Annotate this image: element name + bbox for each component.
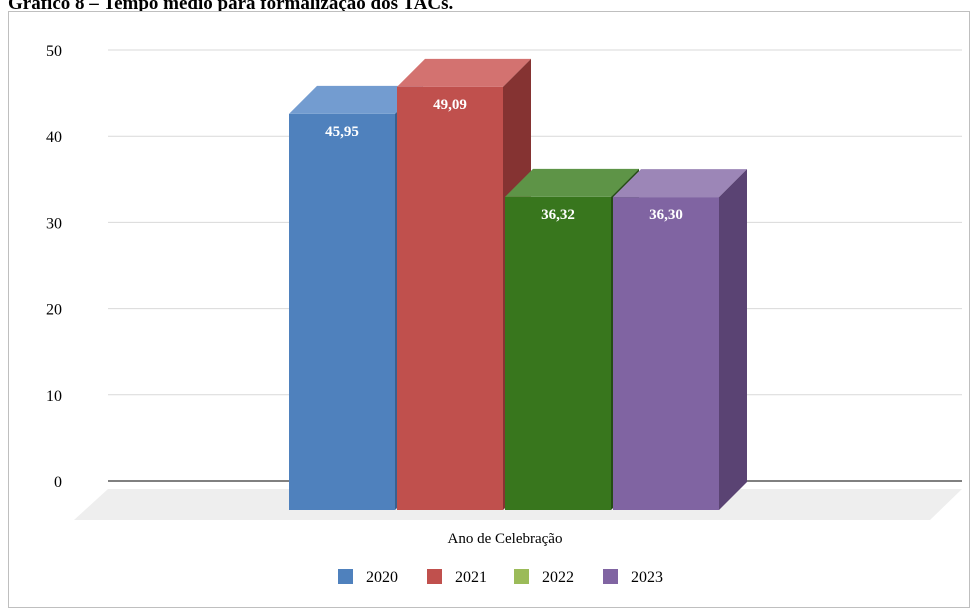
bar-2023 bbox=[613, 169, 747, 510]
bar-top-face bbox=[289, 85, 423, 114]
bar-top-face bbox=[397, 58, 531, 87]
y-tick-label: 30 bbox=[46, 215, 62, 232]
data-label-2020: 45,95 bbox=[325, 124, 359, 140]
bar-top-face bbox=[613, 169, 747, 198]
bar-front-face bbox=[397, 86, 503, 510]
y-tick-label: 10 bbox=[46, 388, 62, 405]
bar-2020 bbox=[289, 85, 423, 510]
bar-front-face bbox=[505, 196, 611, 510]
y-tick-label: 40 bbox=[46, 129, 62, 146]
data-label-2022: 36,32 bbox=[541, 207, 575, 223]
legend-swatch-2022 bbox=[514, 569, 529, 584]
legend: 2020 2021 2022 2023 bbox=[338, 569, 663, 586]
legend-swatch-2021 bbox=[427, 569, 442, 584]
bar-side-face bbox=[719, 169, 747, 510]
data-label-2021: 49,09 bbox=[433, 97, 467, 113]
bar-top-face bbox=[505, 168, 639, 197]
legend-label-2022: 2022 bbox=[542, 569, 574, 586]
data-labels: 45,95 49,09 36,32 36,30 bbox=[325, 97, 683, 223]
bar-front-face bbox=[613, 197, 719, 510]
y-tick-label: 20 bbox=[46, 302, 62, 319]
legend-label-2023: 2023 bbox=[631, 569, 663, 586]
y-tick-label: 50 bbox=[46, 43, 62, 60]
legend-label-2020: 2020 bbox=[366, 569, 398, 586]
legend-swatch-2020 bbox=[338, 569, 353, 584]
y-tick-label: 0 bbox=[54, 474, 62, 491]
bar-front-face bbox=[289, 113, 395, 510]
legend-label-2021: 2021 bbox=[455, 569, 487, 586]
y-axis-ticks: 0 10 20 30 40 50 bbox=[46, 43, 62, 491]
chart-title: Gráfico 8 – Tempo médio para formalizaçã… bbox=[8, 0, 454, 14]
data-label-2023: 36,30 bbox=[649, 207, 683, 223]
bars bbox=[289, 58, 747, 510]
legend-swatch-2023 bbox=[603, 569, 618, 584]
x-axis-title: Ano de Celebração bbox=[448, 531, 563, 547]
